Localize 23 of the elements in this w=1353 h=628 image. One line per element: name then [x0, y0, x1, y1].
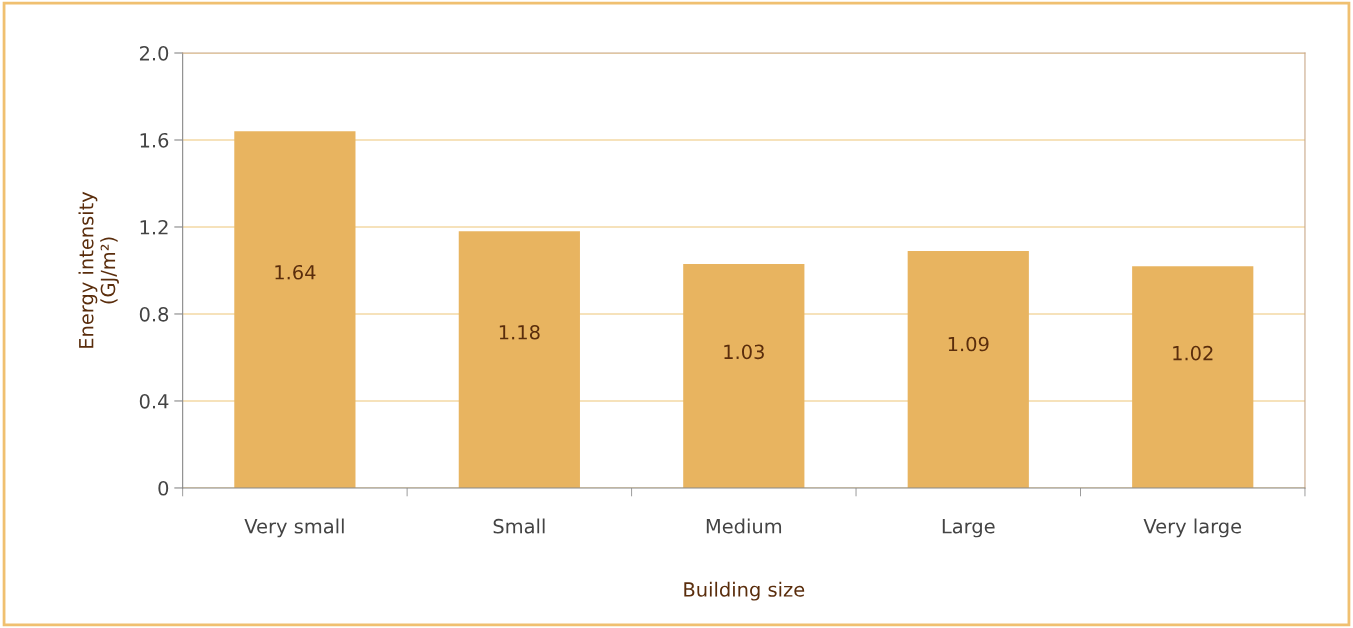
data-label: 1.09 — [948, 336, 989, 352]
y-tick-label: 1.2 — [140, 219, 168, 235]
data-label: 1.18 — [499, 324, 540, 340]
y-tick-label: 2.0 — [139, 45, 169, 61]
data-label: 1.64 — [275, 264, 316, 280]
x-tick-label: Very small — [244, 518, 344, 538]
y-tick-label: 0 — [158, 480, 169, 496]
x-tick-label: Medium — [706, 518, 782, 534]
bar — [234, 131, 356, 488]
x-tick-label: Large — [942, 519, 995, 538]
data-label: 1.02 — [1173, 345, 1213, 361]
data-label: 1.03 — [724, 344, 764, 360]
y-axis-title: Energy intensity (GJ/m²) — [78, 191, 119, 348]
x-tick-label: Very large — [1143, 518, 1242, 538]
x-tick-label: Small — [493, 518, 545, 534]
bar — [458, 231, 580, 488]
x-axis-title: Building size — [684, 581, 805, 601]
y-tick-label: 1.6 — [140, 132, 169, 148]
bar — [907, 250, 1029, 488]
y-tick-label: 0.4 — [139, 393, 169, 409]
bar — [1132, 266, 1254, 488]
bar — [683, 263, 805, 488]
y-tick-label: 0.8 — [139, 306, 169, 322]
